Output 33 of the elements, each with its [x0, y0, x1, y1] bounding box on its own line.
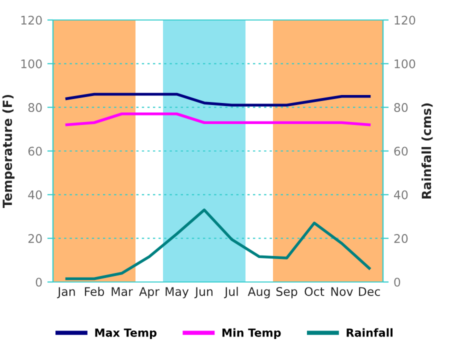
x-tick-label: Aug: [248, 287, 270, 298]
line-series: [65, 208, 371, 280]
x-tick-label: Mar: [112, 287, 133, 296]
y-tick-label: 20: [28, 234, 42, 243]
y-tick-label: 40: [28, 190, 42, 200]
x-tick-label: Jun: [194, 287, 212, 298]
x-tick-label: Apr: [139, 287, 160, 298]
y-tick-label: 80: [28, 103, 42, 112]
y-tick-label: 100: [21, 59, 42, 68]
y2-axis-title: Rainfall (cms): [422, 103, 433, 199]
x-tick-label: May: [166, 287, 189, 298]
y2-tick-label: 80: [394, 103, 408, 112]
x-tick-label: Nov: [331, 287, 353, 296]
y-axis-title: Temperature (F): [2, 94, 14, 208]
x-tick-label: Oct: [304, 287, 324, 296]
legend-label: Min Temp: [222, 328, 281, 339]
y2-tick-label: 60: [394, 146, 408, 156]
y2-tick-label: 120: [394, 16, 416, 25]
y-tick-label: 0: [36, 278, 42, 287]
legend-label: Rainfall: [346, 328, 392, 337]
line-series: [65, 92, 371, 107]
x-tick-label: Feb: [84, 286, 104, 296]
x-tick-label: Jul: [224, 286, 238, 298]
x-tick-label: Sep: [276, 287, 298, 298]
legend-label: Max Temp: [95, 328, 156, 339]
x-tick-label: Jan: [57, 287, 75, 298]
y-tick-label: 120: [21, 16, 42, 25]
y2-tick-label: 20: [394, 234, 408, 243]
y2-tick-label: 0: [394, 278, 400, 287]
y2-tick-label: 100: [394, 59, 416, 68]
y2-tick-label: 40: [394, 190, 408, 200]
y-tick-label: 60: [28, 146, 42, 156]
x-tick-label: Dec: [358, 287, 380, 296]
